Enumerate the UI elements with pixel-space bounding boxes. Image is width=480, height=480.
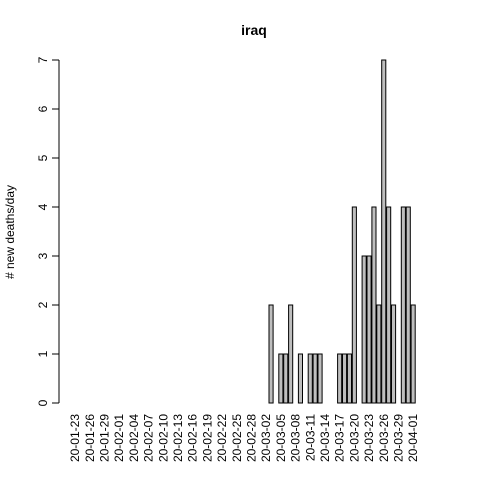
x-tick-label: 20-02-16 (186, 414, 200, 462)
x-tick-label: 20-03-11 (303, 414, 317, 461)
x-tick-label: 20-02-25 (230, 414, 244, 462)
bar-20-03-06 (283, 353, 289, 404)
bar-20-03-17 (337, 353, 343, 404)
chart-title: iraq (241, 22, 267, 38)
bar-20-03-03 (268, 304, 274, 404)
bar-20-03-13 (317, 353, 323, 404)
x-tick-label: 20-03-29 (391, 414, 405, 462)
bar-20-03-26 (381, 59, 387, 404)
bar-20-03-31 (405, 206, 411, 404)
bar-20-04-01 (410, 304, 416, 404)
y-axis: 0 1 2 3 4 5 6 7 (36, 56, 60, 406)
y-tick-label: 2 (36, 301, 50, 308)
bar-20-03-27 (386, 206, 392, 404)
bar-20-03-11 (307, 353, 313, 404)
x-tick-label: 20-03-14 (318, 414, 332, 462)
bar-20-03-22 (361, 255, 367, 404)
x-tick-label: 20-02-19 (200, 414, 214, 462)
x-tick-label: 20-03-17 (333, 414, 347, 462)
x-tick-label: 20-03-20 (347, 414, 361, 462)
y-tick-label: 5 (36, 154, 50, 161)
x-tick-label: 20-04-01 (406, 414, 420, 462)
x-tick-label: 20-02-13 (171, 414, 185, 462)
x-tick-label: 20-02-04 (127, 414, 141, 462)
x-tick-label: 20-03-23 (362, 414, 376, 462)
x-tick-label: 20-02-28 (244, 414, 258, 462)
x-tick-label: 20-01-23 (68, 414, 82, 462)
y-tick-label: 6 (36, 105, 50, 112)
y-axis-label: # new deaths/day (3, 185, 17, 279)
bar-20-03-23 (366, 255, 372, 404)
y-tick-label: 7 (36, 56, 50, 63)
bar-20-03-09 (297, 353, 303, 404)
x-tick-label: 20-02-22 (215, 414, 229, 462)
x-tick-label: 20-03-05 (274, 414, 288, 462)
x-tick-label: 20-01-29 (97, 414, 111, 462)
bar-20-03-30 (400, 206, 406, 404)
bar-20-03-18 (342, 353, 348, 404)
x-tick-label: 20-03-02 (259, 414, 273, 462)
x-tick-label: 20-02-01 (112, 414, 126, 462)
x-tick-label: 20-02-10 (156, 414, 170, 462)
y-tick-label: 0 (36, 399, 50, 406)
x-tick-label: 20-03-08 (289, 414, 303, 462)
bar-20-03-07 (288, 304, 294, 404)
x-tick-label: 20-03-26 (377, 414, 391, 462)
bar-20-03-28 (391, 304, 397, 404)
bar-20-03-12 (312, 353, 318, 404)
bar-20-03-05 (278, 353, 284, 404)
y-tick-label: 3 (36, 252, 50, 259)
bar-20-03-24 (371, 206, 377, 404)
x-tick-label: 20-02-07 (142, 414, 156, 462)
bar-20-03-20 (351, 206, 357, 404)
x-axis: 20-01-23 20-01-26 20-01-29 20-02-01 20-02-04… (68, 414, 420, 462)
y-tick-label: 4 (36, 203, 50, 210)
bars-group (268, 59, 416, 404)
y-tick-label: 1 (36, 350, 50, 357)
bar-20-03-25 (376, 304, 382, 404)
bar-20-03-19 (346, 353, 352, 404)
x-tick-label: 20-01-26 (83, 414, 97, 462)
